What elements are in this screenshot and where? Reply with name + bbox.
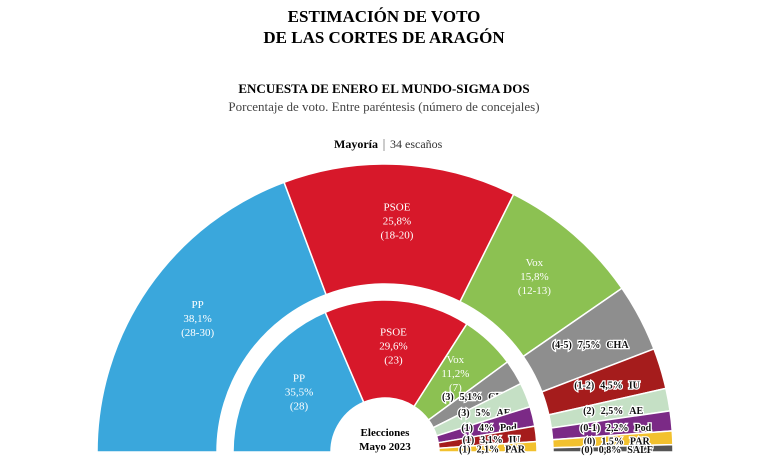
note: Porcentaje de voto. Entre paréntesis (nú… xyxy=(228,99,539,114)
seats-label: (3) xyxy=(442,392,454,403)
seats-label: (1) xyxy=(459,444,471,455)
seats-label: (12-13) xyxy=(518,285,551,297)
value-label: 35,5% xyxy=(285,386,313,398)
segment xyxy=(96,181,328,453)
value-label: 4,5% xyxy=(600,381,623,392)
party-name: PP xyxy=(293,372,305,384)
segment-label: (3) 5% AE xyxy=(458,408,511,419)
party-name: Vox xyxy=(447,354,465,366)
title: DE LAS CORTES DE ARAGÓN xyxy=(263,28,505,47)
segment-label: (1-2) 4,5% IU xyxy=(574,381,640,392)
subtitle: ENCUESTA DE ENERO EL MUNDO-SIGMA DOS xyxy=(238,81,529,96)
seats-label: (23) xyxy=(384,354,403,366)
value-label: 2,1% xyxy=(477,444,500,455)
value-label: 38,1% xyxy=(183,313,211,325)
segment xyxy=(324,299,468,408)
value-label: 29,6% xyxy=(379,340,407,352)
party-name: SALF xyxy=(627,445,653,456)
seats-label: (1) xyxy=(463,435,475,446)
value-label: 4% xyxy=(479,423,494,434)
seats-label: (0) xyxy=(584,437,596,448)
seats-label: (4-5) xyxy=(552,340,572,351)
value-label: 7,5% xyxy=(578,340,601,351)
segment xyxy=(438,440,538,453)
title: ESTIMACIÓN DE VOTO xyxy=(288,7,481,26)
party-name: IU xyxy=(629,381,640,392)
party-name: Pod xyxy=(635,423,652,434)
seats-label: (0) xyxy=(581,445,593,456)
seats-label: (3) xyxy=(458,408,470,419)
value-label: 25,8% xyxy=(383,215,411,227)
seats-label: (1) xyxy=(461,423,473,434)
segment-label: (0-1) 2,2% Pod xyxy=(580,423,652,434)
segment-label: (4-5) 7,5% CHA xyxy=(552,340,630,351)
seats-label: (28) xyxy=(290,400,309,412)
party-name: PP xyxy=(192,299,204,311)
segment xyxy=(552,443,674,453)
value-label: 0,8% xyxy=(599,445,622,456)
value-label: 5% xyxy=(476,408,491,419)
majority-value: 34 escaños xyxy=(390,137,443,151)
seats-label: (7) xyxy=(449,382,462,394)
seats-label: (18-20) xyxy=(380,229,413,241)
seats-label: (1-2) xyxy=(574,381,594,392)
party-name: PSOE xyxy=(384,201,411,213)
party-name: PSOE xyxy=(380,326,407,338)
segment-label: (0) 0,8% SALF xyxy=(581,445,653,456)
majority-label: Mayoría xyxy=(334,137,378,151)
value-label: 15,8% xyxy=(520,271,548,283)
party-name: PAR xyxy=(505,444,526,455)
inner-label: Mayo 2023 xyxy=(359,441,411,453)
seats-label: (2) xyxy=(583,406,595,417)
value-label: 2,5% xyxy=(601,406,624,417)
seats-label: (0-1) xyxy=(580,423,600,434)
party-name: CHA xyxy=(606,340,629,351)
value-label: 2,2% xyxy=(606,423,629,434)
segment-label: (2) 2,5% AE xyxy=(583,406,643,417)
segment xyxy=(232,311,365,453)
inner-label: Elecciones xyxy=(361,427,411,439)
value-label: 11,2% xyxy=(441,368,469,380)
segment-label: (1) 2,1% PAR xyxy=(459,444,526,455)
party-name: Vox xyxy=(526,257,544,269)
seats-label: (28-30) xyxy=(181,327,214,339)
value-label: 5,1% xyxy=(460,392,483,403)
